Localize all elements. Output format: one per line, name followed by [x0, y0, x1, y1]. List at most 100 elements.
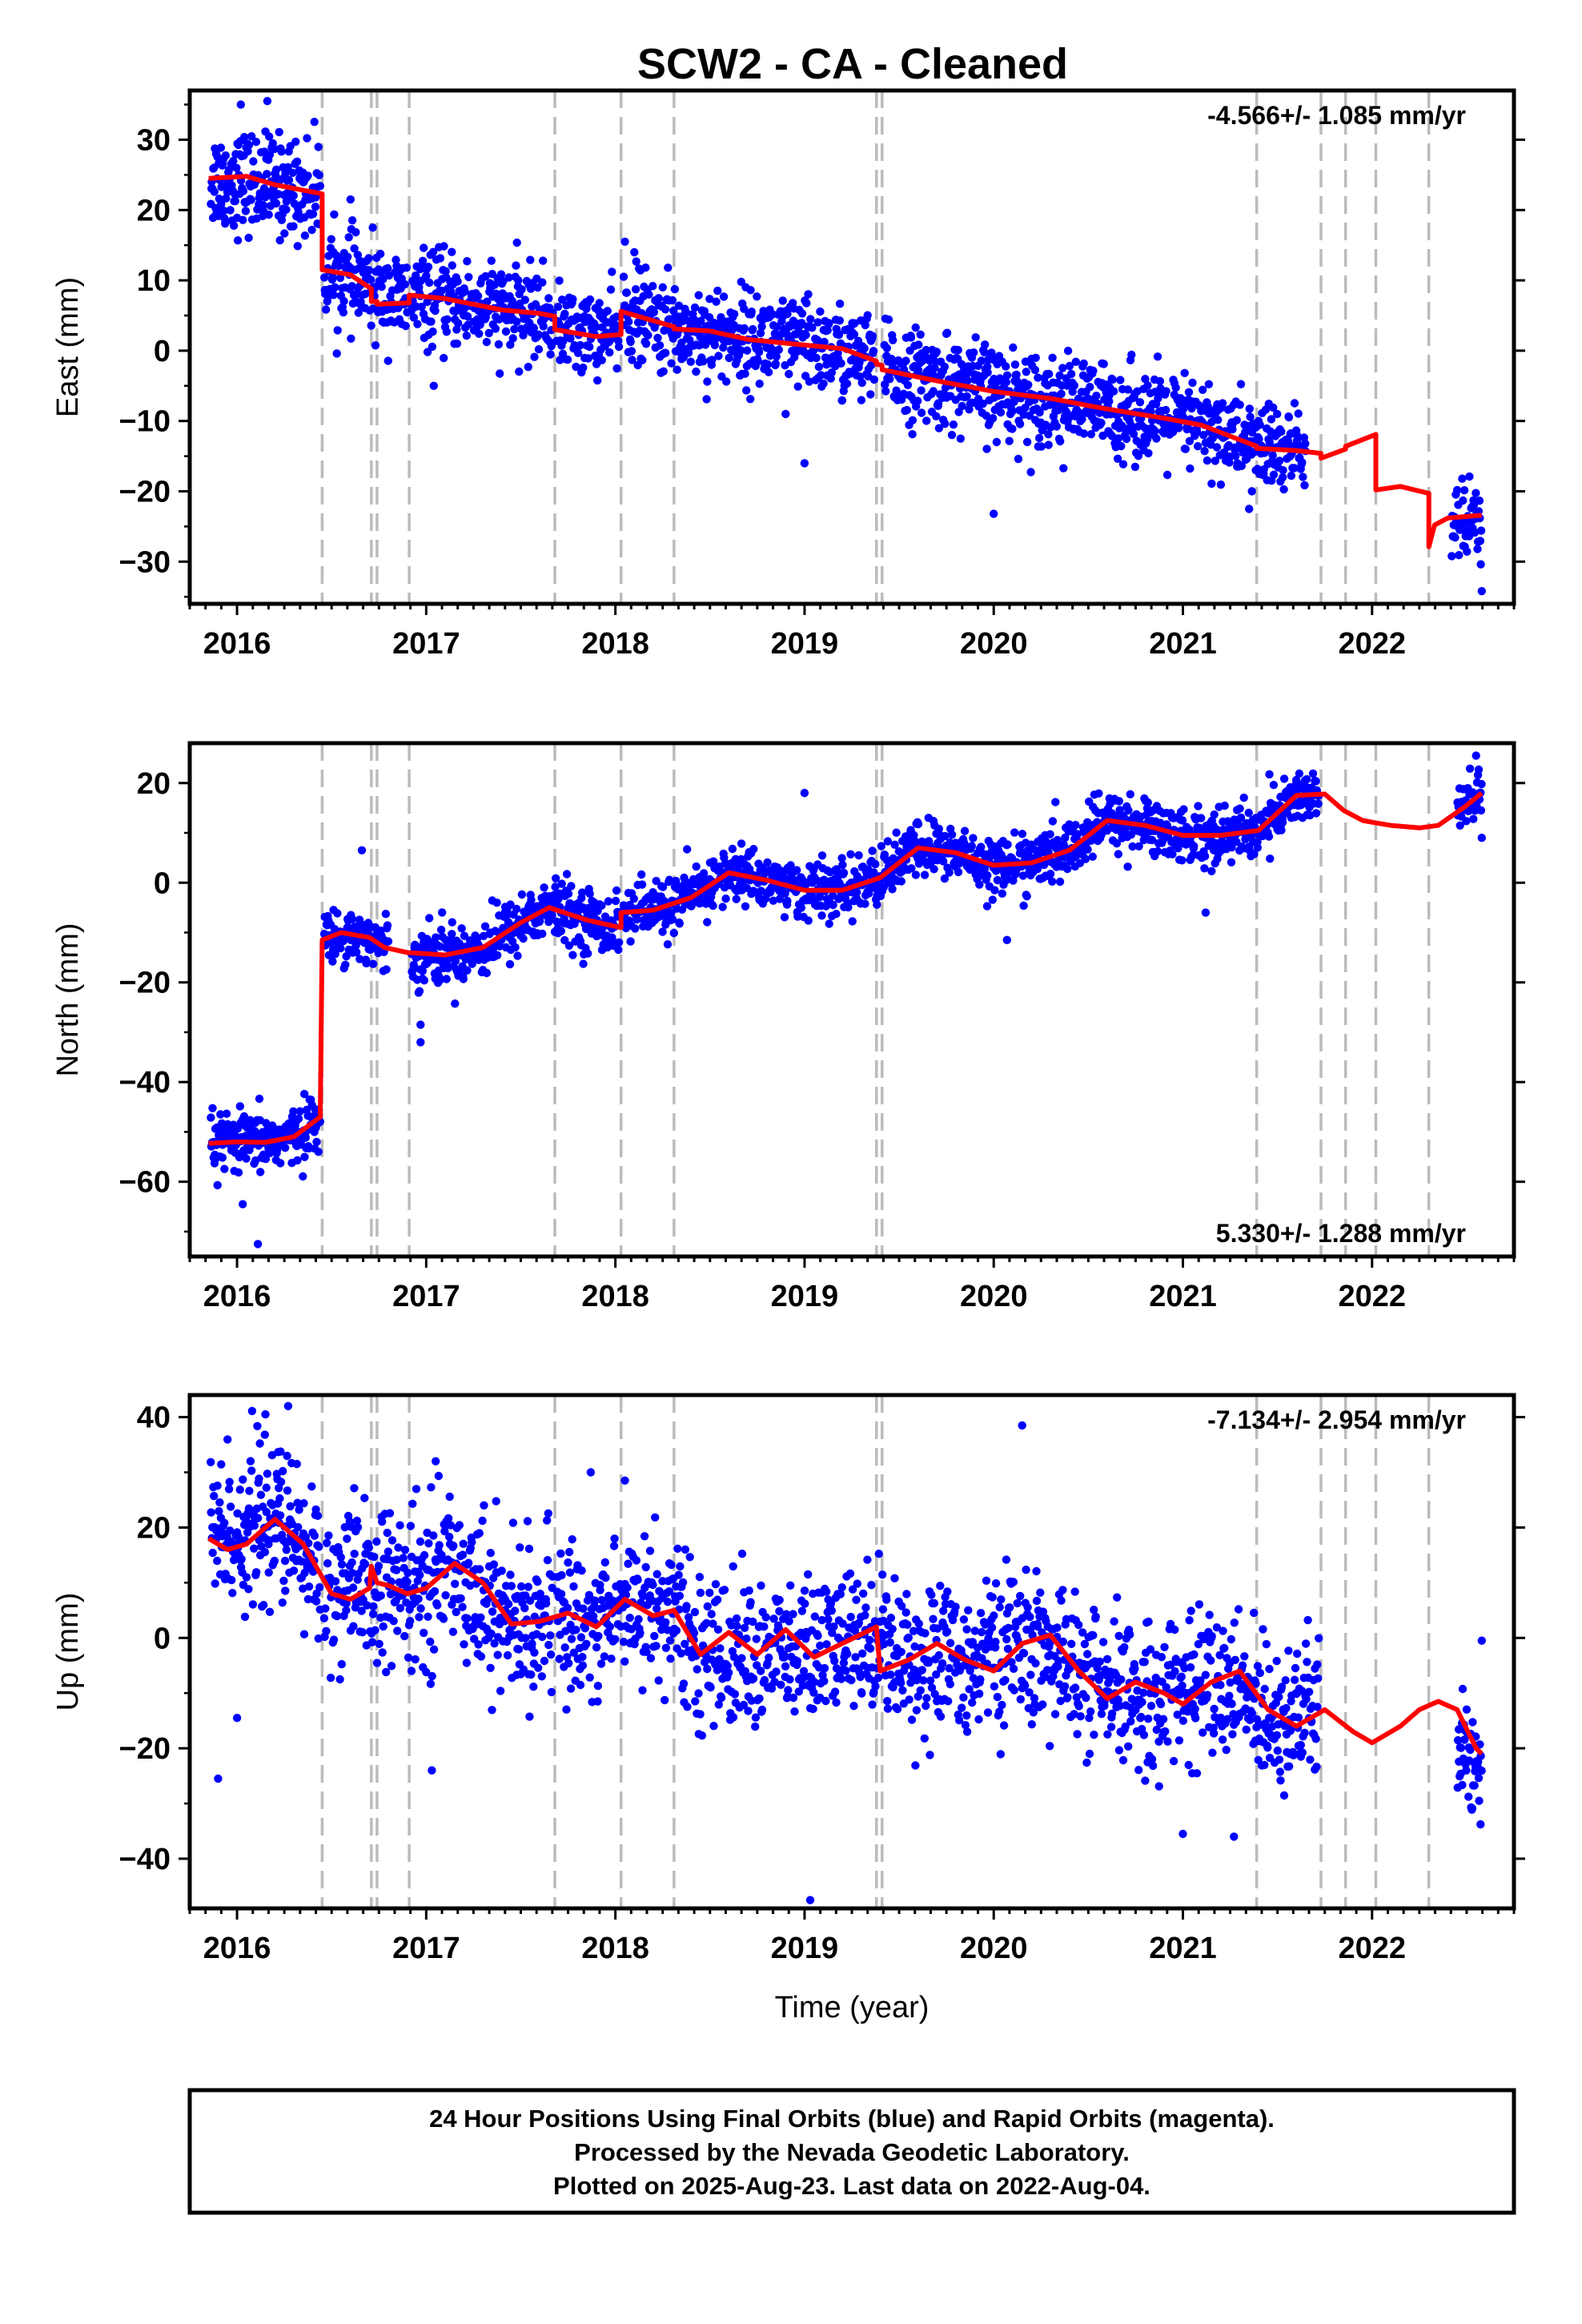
data-point [975, 880, 984, 889]
data-point [451, 956, 460, 966]
data-point [1279, 472, 1287, 482]
data-point [525, 1712, 534, 1721]
data-point [867, 360, 876, 370]
data-point [1192, 428, 1202, 436]
data-point [983, 871, 992, 880]
data-point [1123, 862, 1132, 871]
data-point [217, 199, 226, 209]
data-point [1245, 404, 1255, 413]
data-point [547, 342, 556, 351]
data-point [1476, 806, 1486, 815]
data-point [1311, 777, 1320, 786]
data-point [1059, 464, 1068, 472]
data-point [658, 283, 667, 292]
data-point [271, 199, 281, 208]
data-point [1134, 452, 1143, 460]
data-point [417, 303, 426, 312]
data-point [217, 1460, 226, 1469]
data-point [426, 1679, 436, 1688]
data-point [368, 223, 377, 232]
data-point [303, 134, 311, 143]
data-point [781, 409, 790, 419]
data-point [877, 842, 886, 850]
data-point [1266, 854, 1275, 863]
data-point [551, 883, 560, 891]
data-point [653, 333, 662, 343]
data-point [300, 1089, 309, 1099]
data-point [564, 1558, 572, 1567]
data-point [259, 201, 267, 210]
data-point [956, 434, 966, 443]
data-point [342, 1606, 351, 1615]
data-point [1294, 409, 1303, 418]
data-point [221, 151, 230, 160]
data-point [1135, 398, 1145, 407]
data-point [652, 876, 661, 886]
data-point [210, 1491, 219, 1501]
x-tick-label: 2021 [1149, 1280, 1217, 1313]
y-tick-label: 0 [154, 866, 171, 900]
data-point [868, 846, 877, 855]
data-point [213, 1180, 222, 1190]
data-point [234, 1168, 243, 1177]
data-point [1022, 892, 1031, 901]
data-point [508, 334, 517, 343]
data-point [1168, 850, 1177, 858]
data-point [981, 340, 990, 349]
data-point [1107, 432, 1117, 440]
data-point [452, 340, 462, 348]
data-point [270, 144, 279, 154]
data-point [917, 386, 926, 395]
data-point [281, 1586, 290, 1595]
data-point [857, 396, 866, 404]
data-point [260, 1430, 269, 1439]
data-point [868, 332, 877, 340]
data-point [371, 1626, 379, 1634]
data-point [654, 294, 663, 303]
data-point [825, 319, 833, 328]
data-point [216, 1110, 225, 1119]
data-point [753, 292, 761, 301]
data-point [1211, 456, 1220, 465]
data-point [414, 1594, 423, 1603]
data-point [480, 922, 490, 931]
data-point [440, 242, 448, 251]
data-point [728, 844, 737, 854]
data-point [564, 1547, 574, 1557]
data-point [312, 1137, 321, 1147]
data-point [330, 210, 339, 219]
data-point [1200, 447, 1209, 456]
data-point [772, 352, 781, 361]
data-point [349, 1622, 358, 1630]
x-tick-label: 2020 [960, 627, 1028, 661]
data-point [566, 1684, 576, 1693]
data-point [279, 1466, 287, 1476]
data-point [552, 874, 560, 883]
data-point [929, 387, 938, 396]
data-point [383, 356, 392, 365]
data-point [631, 924, 640, 933]
data-point [808, 324, 817, 332]
data-point [1185, 825, 1194, 834]
data-point [364, 1543, 374, 1552]
data-point [579, 959, 588, 968]
data-point [907, 864, 916, 873]
data-point [1458, 474, 1467, 483]
data-point [1308, 769, 1318, 778]
data-point [773, 322, 781, 332]
data-point [1150, 426, 1159, 436]
data-point [632, 915, 641, 924]
equipment-change-lines [320, 1395, 1431, 1908]
data-point [308, 210, 318, 219]
data-point [638, 356, 647, 364]
data-point [279, 1576, 288, 1586]
data-point [348, 1583, 358, 1592]
data-point [339, 308, 348, 317]
data-point [1250, 850, 1259, 858]
data-point [990, 509, 998, 518]
data-point [1162, 470, 1172, 480]
data-point [360, 1559, 370, 1569]
data-point [892, 386, 901, 395]
data-point [523, 1517, 532, 1526]
data-point [837, 359, 845, 368]
